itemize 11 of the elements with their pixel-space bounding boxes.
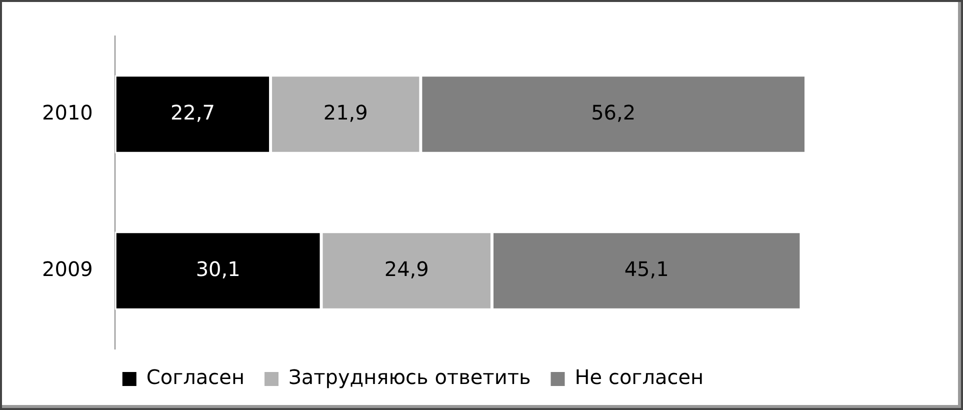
data-label: 56,2: [591, 100, 636, 124]
data-label: 22,7: [170, 100, 215, 124]
legend-label: Затрудняюсь ответить: [288, 365, 531, 390]
data-label: 24,9: [384, 256, 429, 281]
data-label: 21,9: [323, 100, 368, 124]
data-label: 30,1: [196, 256, 240, 281]
legend-label: Согласен: [146, 365, 245, 390]
data-label: 45,1: [624, 256, 669, 281]
y-tick-label: 2010: [42, 100, 93, 124]
legend-label: Не согласен: [574, 365, 704, 390]
y-tick-label: 2009: [42, 256, 93, 281]
